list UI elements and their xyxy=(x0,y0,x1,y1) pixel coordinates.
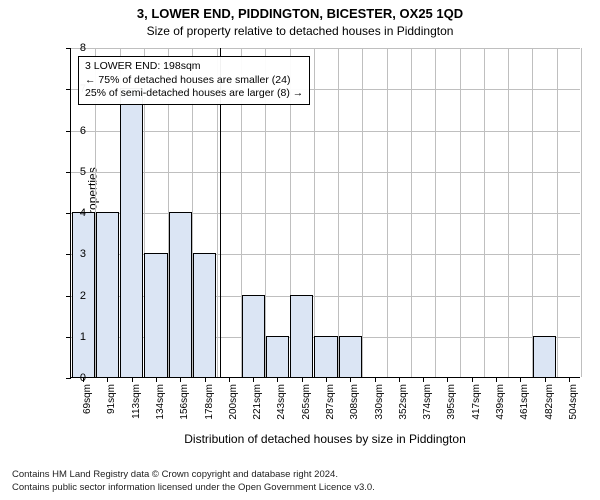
chart-subtitle: Size of property relative to detached ho… xyxy=(0,24,600,38)
gridline-h xyxy=(71,48,580,49)
ytick-mark xyxy=(66,378,71,379)
xtick-label: 308sqm xyxy=(349,384,360,420)
xtick-label: 69sqm xyxy=(82,384,93,414)
chart-container: 3, LOWER END, PIDDINGTON, BICESTER, OX25… xyxy=(0,0,600,500)
xtick-mark xyxy=(229,377,230,382)
xtick-mark xyxy=(180,377,181,382)
gridline-h xyxy=(71,172,580,173)
xtick-label: 352sqm xyxy=(398,384,409,420)
ytick-mark xyxy=(66,254,71,255)
xtick-mark xyxy=(156,377,157,382)
xtick-mark xyxy=(205,377,206,382)
ytick-label: 4 xyxy=(72,207,86,219)
xtick-label: 417sqm xyxy=(471,384,482,420)
info-line-1: 3 LOWER END: 198sqm xyxy=(85,60,303,74)
bar xyxy=(242,295,265,378)
footer-line-2: Contains public sector information licen… xyxy=(12,482,588,494)
gridline-v xyxy=(338,48,339,377)
xtick-mark xyxy=(350,377,351,382)
xtick-label: 395sqm xyxy=(446,384,457,420)
xtick-label: 91sqm xyxy=(106,384,117,414)
bar xyxy=(533,336,556,377)
xtick-label: 287sqm xyxy=(325,384,336,420)
ytick-mark xyxy=(66,89,71,90)
xtick-mark xyxy=(375,377,376,382)
xtick-label: 330sqm xyxy=(374,384,385,420)
xtick-mark xyxy=(472,377,473,382)
bar xyxy=(266,336,289,377)
xtick-mark xyxy=(423,377,424,382)
ytick-label: 5 xyxy=(72,166,86,178)
gridline-v xyxy=(362,48,363,377)
xtick-mark xyxy=(302,377,303,382)
ytick-label: 8 xyxy=(72,42,86,54)
xtick-label: 243sqm xyxy=(276,384,287,420)
xtick-mark xyxy=(253,377,254,382)
gridline-v xyxy=(314,48,315,377)
gridline-h xyxy=(71,131,580,132)
xtick-mark xyxy=(132,377,133,382)
xtick-mark xyxy=(569,377,570,382)
bar xyxy=(96,212,119,377)
xtick-label: 221sqm xyxy=(252,384,263,420)
footer: Contains HM Land Registry data © Crown c… xyxy=(12,469,588,494)
x-axis-label: Distribution of detached houses by size … xyxy=(70,432,580,446)
xtick-label: 482sqm xyxy=(544,384,555,420)
gridline-h xyxy=(71,213,580,214)
xtick-mark xyxy=(447,377,448,382)
info-box: 3 LOWER END: 198sqm ← 75% of detached ho… xyxy=(78,56,310,105)
xtick-label: 113sqm xyxy=(131,384,142,419)
bar xyxy=(193,253,216,377)
ytick-label: 2 xyxy=(72,290,86,302)
xtick-label: 156sqm xyxy=(179,384,190,420)
gridline-v xyxy=(508,48,509,377)
footer-line-1: Contains HM Land Registry data © Crown c… xyxy=(12,469,588,481)
gridline-v xyxy=(435,48,436,377)
xtick-label: 134sqm xyxy=(155,384,166,420)
ytick-label: 6 xyxy=(72,125,86,137)
bar xyxy=(144,253,167,377)
gridline-v xyxy=(557,48,558,377)
ytick-label: 1 xyxy=(72,331,86,343)
xtick-label: 461sqm xyxy=(519,384,530,420)
ytick-mark xyxy=(66,131,71,132)
ytick-mark xyxy=(66,213,71,214)
ytick-mark xyxy=(66,337,71,338)
bar xyxy=(290,295,313,378)
chart-title: 3, LOWER END, PIDDINGTON, BICESTER, OX25… xyxy=(0,6,600,21)
info-line-2: ← 75% of detached houses are smaller (24… xyxy=(85,74,303,88)
xtick-label: 374sqm xyxy=(422,384,433,420)
ytick-label: 3 xyxy=(72,248,86,260)
xtick-mark xyxy=(277,377,278,382)
gridline-v xyxy=(581,48,582,377)
xtick-mark xyxy=(520,377,521,382)
bar xyxy=(169,212,192,377)
ytick-mark xyxy=(66,172,71,173)
gridline-v xyxy=(460,48,461,377)
ytick-label: 0 xyxy=(72,372,86,384)
xtick-mark xyxy=(545,377,546,382)
info-line-3: 25% of semi-detached houses are larger (… xyxy=(85,87,303,101)
bar xyxy=(314,336,337,377)
ytick-mark xyxy=(66,48,71,49)
gridline-v xyxy=(532,48,533,377)
xtick-label: 200sqm xyxy=(228,384,239,420)
xtick-mark xyxy=(107,377,108,382)
ytick-mark xyxy=(66,296,71,297)
xtick-mark xyxy=(326,377,327,382)
gridline-v xyxy=(411,48,412,377)
xtick-label: 439sqm xyxy=(495,384,506,420)
xtick-label: 178sqm xyxy=(204,384,215,420)
xtick-label: 504sqm xyxy=(568,384,579,420)
xtick-mark xyxy=(496,377,497,382)
gridline-v xyxy=(484,48,485,377)
bar xyxy=(120,88,143,377)
bar xyxy=(339,336,362,377)
xtick-label: 265sqm xyxy=(301,384,312,420)
gridline-v xyxy=(387,48,388,377)
xtick-mark xyxy=(399,377,400,382)
